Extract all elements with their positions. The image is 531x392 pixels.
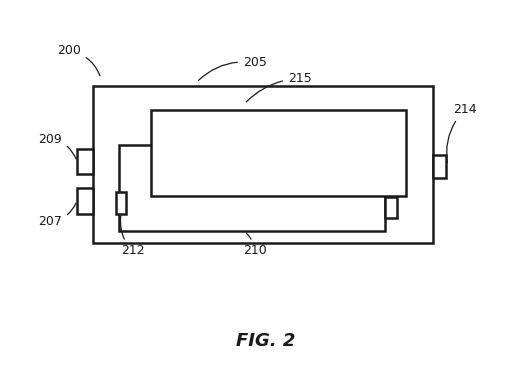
Bar xyxy=(93,86,433,243)
Text: 200: 200 xyxy=(57,44,100,76)
Text: 209: 209 xyxy=(39,132,76,159)
Bar xyxy=(116,192,126,214)
Bar xyxy=(119,145,385,231)
Bar xyxy=(77,149,93,174)
Bar xyxy=(433,155,446,178)
Text: 210: 210 xyxy=(243,233,267,258)
Text: 214: 214 xyxy=(447,103,476,163)
Bar xyxy=(151,110,406,196)
Text: 215: 215 xyxy=(246,72,312,102)
Text: 205: 205 xyxy=(199,56,267,80)
Bar xyxy=(385,197,397,218)
Bar xyxy=(77,188,93,214)
Text: 207: 207 xyxy=(39,203,76,228)
Text: FIG. 2: FIG. 2 xyxy=(236,332,295,350)
Text: 212: 212 xyxy=(121,216,144,258)
